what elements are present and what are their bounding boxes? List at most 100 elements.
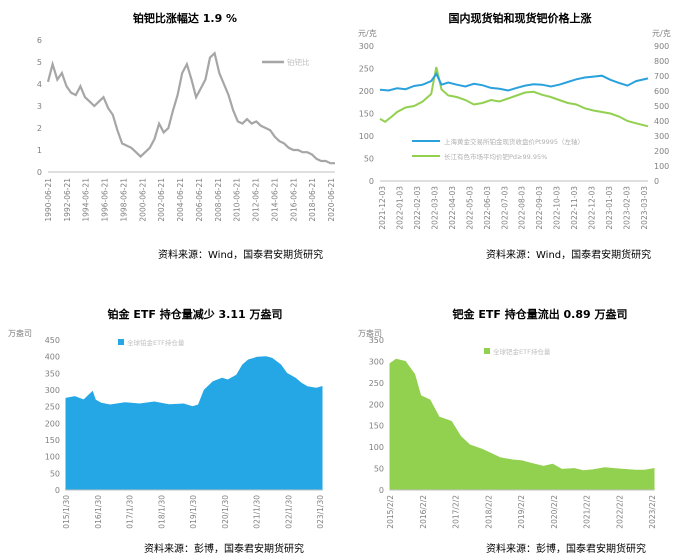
y-tick-label: 5 <box>37 58 42 67</box>
legend-swatch <box>118 339 124 345</box>
y-tick-label-left: 250 <box>359 65 374 74</box>
x-tick-label: 2022-02-03 <box>413 186 422 230</box>
x-tick-label: 2010-06-21 <box>233 178 242 222</box>
chart-title: 铂钯比涨幅达 1.9 % <box>132 12 238 25</box>
chart-svg: 元/克 元/克 0 50 100 150 200 250 300 0 100 200 300 400 500… <box>358 29 671 230</box>
y-tick-label-right: 900 <box>654 42 669 51</box>
x-tick-label: 2012-06-21 <box>252 178 261 222</box>
chart-title: 铂金 ETF 持仓量减少 3.11 万盎司 <box>107 308 283 321</box>
y-tick-label: 4 <box>37 80 42 89</box>
x-tick-label: 2022-03-03 <box>430 186 439 230</box>
y-tick-label-left: 0 <box>369 177 374 186</box>
y-tick-label-right: 200 <box>654 147 669 156</box>
y-tick-label: 350 <box>45 369 60 378</box>
legend-label: 上海黄金交易所铂金现货收盘价Pt9995（左轴） <box>444 137 584 146</box>
y-tick-label-right: 100 <box>654 162 669 171</box>
left-axis-unit: 元/克 <box>358 29 377 38</box>
x-tick-label: 2004-06-21 <box>176 178 185 222</box>
x-tick-label: 2022-04-03 <box>448 186 457 230</box>
y-tick-label: 200 <box>369 400 384 409</box>
y-tick-label: 0 <box>379 486 384 495</box>
chart-svg: 万盎司 0 50 100 150 200 250 300 350 400 450 2015/1/30 2… <box>8 328 325 529</box>
y-tick-label: 0 <box>37 168 42 177</box>
y-tick-label: 400 <box>45 353 60 362</box>
y-tick-label: 50 <box>374 465 384 474</box>
source-note: 资料来源：Wind，国泰君安期货研究 <box>158 250 324 261</box>
x-tick-label: 2008-06-21 <box>214 178 223 222</box>
legend-label: 长江有色市场平均价钯Pd≥99.95% <box>444 152 547 161</box>
y-tick-label: 6 <box>37 36 42 45</box>
x-tick-label: 2021/2/2 <box>583 495 592 529</box>
y-tick-label: 300 <box>45 386 60 395</box>
chart-svg: 0 1 2 3 4 5 6 1990-06-21 1992-06-21 1994-06-21 199… <box>37 36 336 222</box>
x-tick-label: 2016/2/2 <box>419 495 428 529</box>
series-line-pt-pd-ratio <box>46 51 335 165</box>
x-tick-label: 2018/1/30 <box>157 495 166 529</box>
y-tick-label: 150 <box>45 436 60 445</box>
x-tick-label: 2022-10-03 <box>553 186 562 230</box>
x-tick-label: 2000-06-21 <box>138 178 147 222</box>
x-tick-label: 2023/1/30 <box>316 495 325 529</box>
x-tick-label: 2022-07-03 <box>500 186 509 230</box>
y-tick-label: 250 <box>369 379 384 388</box>
x-tick-label: 2017/1/30 <box>126 495 135 529</box>
x-tick-label: 2015/2/2 <box>386 495 395 529</box>
y-tick-label: 350 <box>369 336 384 345</box>
y-tick-label-right: 300 <box>654 132 669 141</box>
x-tick-label: 1992-06-21 <box>63 178 72 222</box>
series-line-pt-price <box>379 71 649 92</box>
chart-title: 钯金 ETF 持仓量流出 0.89 万盎司 <box>452 308 628 321</box>
y-tick-label-right: 700 <box>654 72 669 81</box>
x-tick-label: 2022-09-03 <box>535 186 544 230</box>
source-note: 资料来源：彭博，国泰君安期货研究 <box>486 544 646 555</box>
y-tick-label: 250 <box>45 403 60 412</box>
chart-svg: 万盎司 0 50 100 150 200 250 300 350 2015/2/2 2016/2/2… <box>358 328 657 529</box>
y-tick-label-right: 400 <box>654 117 669 126</box>
x-tick-label: 2017/2/2 <box>452 495 461 529</box>
y-tick-label-left: 50 <box>364 155 374 164</box>
x-tick-label: 2023-02-03 <box>623 186 632 230</box>
x-tick-label: 2020/2/2 <box>550 495 559 529</box>
chart-title: 国内现货铂和现货钯价格上涨 <box>448 12 592 25</box>
legend-label: 全球铂金ETF持仓量 <box>127 338 185 347</box>
x-tick-label: 2014-06-21 <box>270 178 279 222</box>
right-axis-unit: 元/克 <box>652 29 671 38</box>
x-tick-label: 2019/1/30 <box>189 495 198 529</box>
x-tick-label: 2016/1/30 <box>94 495 103 529</box>
y-tick-label: 0 <box>55 486 60 495</box>
series-area <box>65 356 323 491</box>
source-note: 资料来源：Wind，国泰君安期货研究 <box>486 250 652 261</box>
x-tick-label: 1994-06-21 <box>82 178 91 222</box>
y-tick-label: 3 <box>37 102 42 111</box>
x-tick-label: 2021/1/30 <box>253 495 262 529</box>
x-tick-label: 2022-06-03 <box>483 186 492 230</box>
y-tick-label: 2 <box>37 124 42 133</box>
x-tick-label: 2023-03-03 <box>640 186 649 230</box>
y-axis-unit: 万盎司 <box>8 328 32 338</box>
y-tick-label-right: 600 <box>654 87 669 96</box>
source-note: 资料来源：彭博，国泰君安期货研究 <box>144 544 304 555</box>
x-tick-label: 2021-12-03 <box>378 186 387 230</box>
legend-label: 全球钯金ETF持仓量 <box>493 347 551 356</box>
y-tick-label-right: 0 <box>654 177 659 186</box>
y-tick-label-right: 500 <box>654 102 669 111</box>
x-tick-label: 2018-06-21 <box>308 178 317 222</box>
y-tick-label: 150 <box>369 422 384 431</box>
y-tick-label: 450 <box>45 336 60 345</box>
x-tick-label: 2020/1/30 <box>221 495 230 529</box>
x-tick-label: 2015/1/30 <box>62 495 71 529</box>
y-tick-label: 50 <box>50 469 60 478</box>
y-tick-label-right: 800 <box>654 57 669 66</box>
y-tick-label-left: 200 <box>359 87 374 96</box>
y-tick-label: 300 <box>369 357 384 366</box>
y-axis-unit: 万盎司 <box>358 328 382 338</box>
y-tick-label: 100 <box>369 443 384 452</box>
x-tick-label: 2022-05-03 <box>465 186 474 230</box>
legend-swatch <box>484 348 490 354</box>
x-tick-label: 2022-01-03 <box>395 186 404 230</box>
x-tick-label: 2022/1/30 <box>284 495 293 529</box>
y-tick-label-left: 100 <box>359 132 374 141</box>
y-tick-label-left: 300 <box>359 42 374 51</box>
x-tick-label: 2002-06-21 <box>157 178 166 222</box>
x-tick-label: 1990-06-21 <box>44 178 53 222</box>
